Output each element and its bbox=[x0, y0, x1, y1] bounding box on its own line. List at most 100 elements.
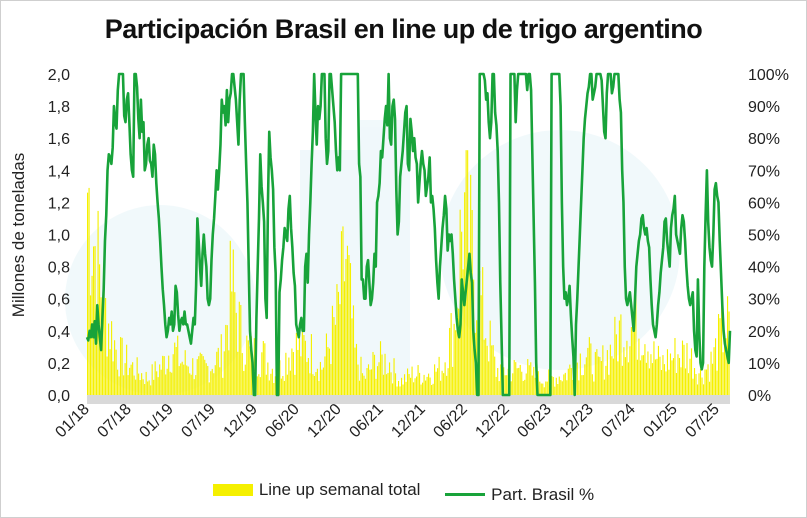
bar bbox=[642, 355, 644, 395]
bar bbox=[108, 323, 110, 395]
bar bbox=[422, 382, 424, 395]
bar bbox=[231, 291, 233, 395]
bar bbox=[555, 377, 557, 395]
bar bbox=[370, 369, 373, 395]
bar bbox=[512, 373, 514, 395]
bar bbox=[438, 356, 440, 395]
bar bbox=[361, 373, 364, 395]
bar bbox=[500, 364, 502, 395]
bar bbox=[719, 318, 721, 395]
bar bbox=[400, 377, 403, 395]
bar bbox=[707, 364, 709, 395]
bar bbox=[408, 374, 410, 395]
legend-label-line-up: Line up semanal total bbox=[258, 480, 421, 499]
bar bbox=[510, 381, 512, 395]
bar bbox=[151, 364, 153, 395]
bar bbox=[382, 374, 385, 395]
bar bbox=[343, 281, 346, 395]
bar bbox=[234, 292, 236, 395]
x-tick-label: 06/23 bbox=[514, 401, 554, 441]
bar bbox=[112, 361, 114, 395]
bar bbox=[285, 352, 287, 395]
bar bbox=[674, 338, 676, 395]
bar bbox=[111, 321, 113, 395]
bar bbox=[342, 226, 344, 395]
bar bbox=[483, 339, 485, 395]
bar bbox=[656, 358, 658, 395]
bar bbox=[618, 320, 620, 395]
bar bbox=[434, 364, 436, 395]
bar bbox=[593, 381, 595, 395]
bar bbox=[444, 362, 446, 395]
bar bbox=[453, 323, 455, 395]
bar bbox=[403, 374, 406, 395]
bar bbox=[599, 357, 601, 395]
bar bbox=[702, 384, 705, 395]
y-axis-left-ticks: 0,0 0,2 0,4 0,6 0,8 1,0 1,2 1,4 1,6 1,8 2,0 bbox=[48, 67, 70, 405]
bar bbox=[199, 352, 201, 395]
y2-tick-label: 50% bbox=[748, 228, 780, 245]
bar bbox=[153, 379, 155, 395]
bar bbox=[417, 365, 419, 395]
x-tick-label: 07/25 bbox=[682, 401, 722, 441]
bar bbox=[399, 386, 401, 395]
bar bbox=[217, 347, 219, 395]
bar bbox=[175, 347, 177, 395]
bar bbox=[139, 380, 141, 395]
bar bbox=[145, 371, 147, 395]
bar bbox=[693, 368, 696, 395]
bar bbox=[606, 350, 608, 395]
line-series-part-brasil bbox=[85, 72, 732, 397]
bar bbox=[225, 324, 227, 395]
bar bbox=[190, 374, 192, 395]
bar bbox=[364, 378, 367, 395]
bar bbox=[458, 308, 460, 395]
bar bbox=[432, 383, 434, 395]
bar bbox=[318, 380, 320, 395]
bar bbox=[476, 320, 478, 395]
y2-tick-label: 70% bbox=[748, 163, 780, 180]
x-tick-label: 06/22 bbox=[430, 401, 470, 441]
y2-tick-label: 30% bbox=[748, 292, 780, 309]
bar bbox=[118, 376, 120, 395]
legend-swatch-line bbox=[445, 493, 486, 496]
bar bbox=[172, 354, 174, 395]
y-tick-label: 2,0 bbox=[48, 67, 70, 84]
bar bbox=[576, 362, 578, 395]
bar bbox=[381, 354, 383, 395]
legend-label-part-brasil: Part. Brasil % bbox=[491, 484, 595, 504]
bar bbox=[249, 346, 251, 395]
bar bbox=[513, 360, 515, 395]
bar bbox=[413, 382, 415, 395]
bar bbox=[238, 301, 240, 395]
bar bbox=[133, 375, 135, 395]
bar bbox=[411, 366, 413, 395]
bar bbox=[609, 344, 611, 395]
bar bbox=[309, 373, 311, 395]
bar bbox=[124, 363, 126, 395]
legend-item-line-up: Line up semanal total bbox=[212, 480, 421, 500]
bar bbox=[425, 380, 427, 395]
bar bbox=[358, 380, 361, 395]
bar bbox=[340, 231, 343, 395]
bar bbox=[431, 385, 433, 395]
bar bbox=[669, 353, 672, 395]
bar bbox=[130, 364, 132, 395]
bar bbox=[486, 345, 488, 395]
x-tick-label: 07/24 bbox=[598, 401, 638, 441]
bar bbox=[441, 370, 443, 395]
bar bbox=[348, 255, 350, 395]
bar bbox=[632, 324, 634, 395]
bar bbox=[605, 365, 607, 395]
bar bbox=[268, 380, 270, 395]
bar bbox=[525, 373, 527, 395]
bar bbox=[704, 369, 706, 395]
bar bbox=[298, 333, 300, 395]
bar bbox=[216, 351, 218, 395]
bar bbox=[495, 376, 497, 395]
bar bbox=[394, 373, 397, 395]
bar bbox=[88, 187, 90, 395]
bar bbox=[563, 374, 565, 395]
bar bbox=[420, 384, 422, 395]
bar bbox=[150, 385, 152, 395]
